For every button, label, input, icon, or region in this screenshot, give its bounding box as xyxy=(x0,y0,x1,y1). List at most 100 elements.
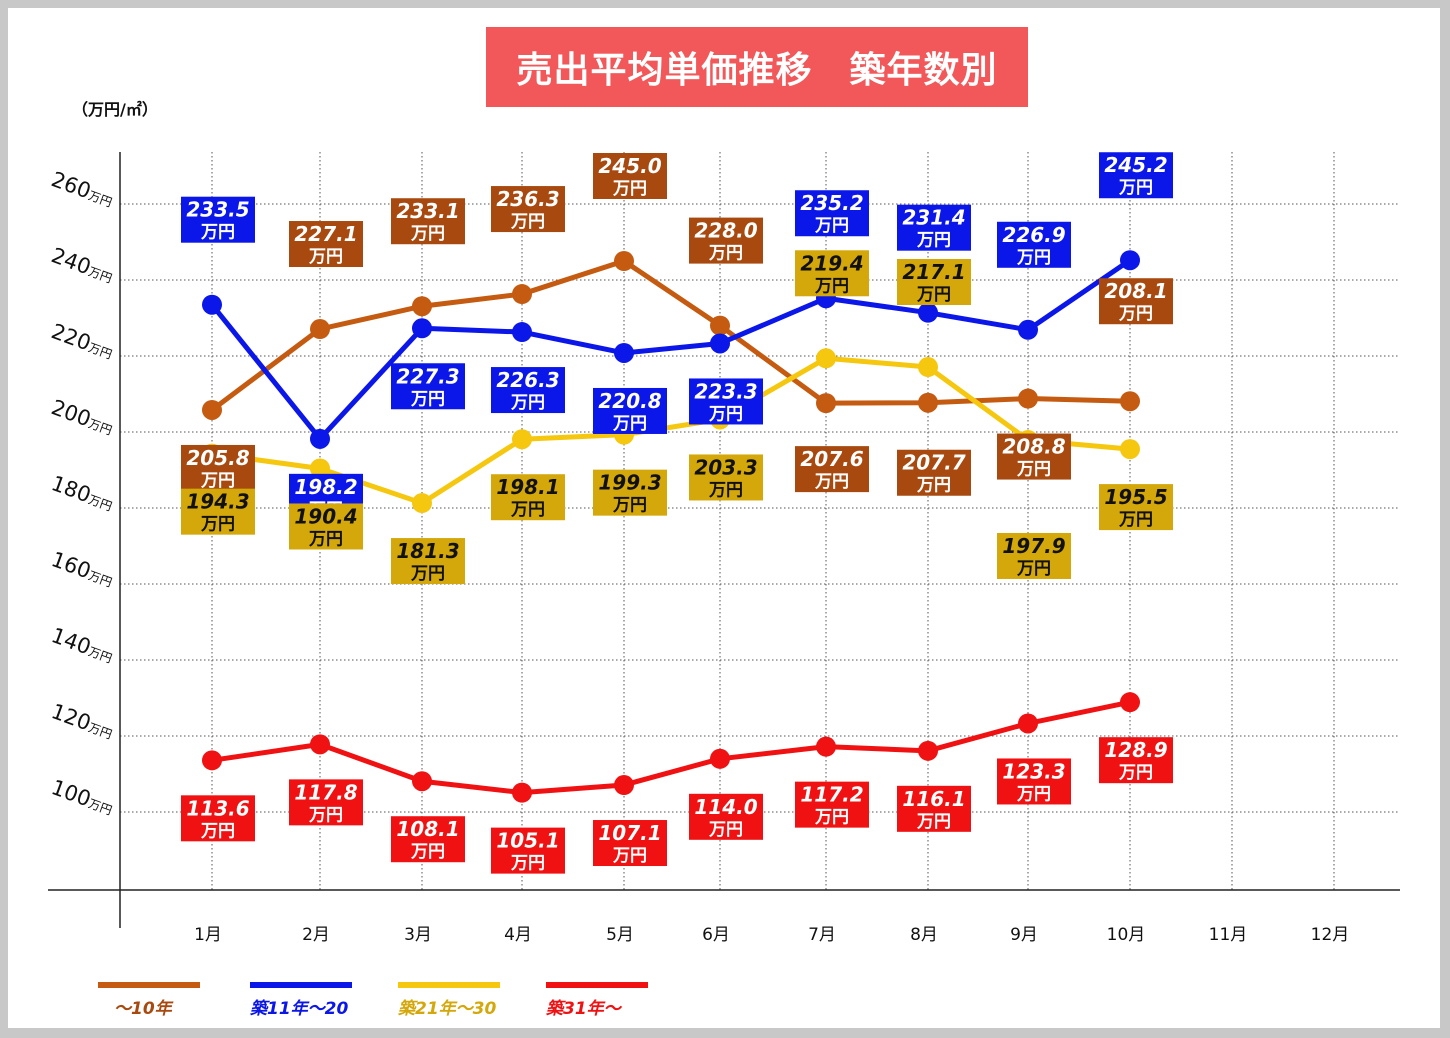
legend-swatch xyxy=(98,982,200,988)
svg-text:113.6: 113.6 xyxy=(186,796,249,820)
y-tick-label: 180万円 xyxy=(48,471,116,515)
series-line xyxy=(210,258,1131,412)
data-label: 181.3万円 xyxy=(391,538,465,585)
x-tick-label: 12月 xyxy=(1311,925,1350,945)
data-label: 123.3万円 xyxy=(997,758,1071,805)
svg-text:万円: 万円 xyxy=(410,842,445,862)
data-point xyxy=(710,748,730,769)
svg-text:226.9: 226.9 xyxy=(1002,223,1065,247)
data-point xyxy=(918,357,938,378)
data-point xyxy=(202,399,222,420)
chart-title-box: 売出平均単価推移 築年数別 xyxy=(486,27,1028,107)
svg-text:万円: 万円 xyxy=(612,414,647,434)
data-label: 198.1万円 xyxy=(491,474,565,521)
svg-text:万円: 万円 xyxy=(308,247,343,267)
data-point xyxy=(310,458,330,479)
data-point xyxy=(512,322,532,343)
svg-text:万円: 万円 xyxy=(1118,763,1153,783)
svg-text:万円: 万円 xyxy=(612,846,647,866)
svg-text:万円: 万円 xyxy=(814,808,849,828)
svg-text:203.3: 203.3 xyxy=(694,455,757,479)
x-tick-label: 10月 xyxy=(1107,925,1146,945)
x-tick-label: 1月 xyxy=(194,925,222,945)
legend-item: 築11年～20 xyxy=(250,982,352,1019)
svg-text:245.0: 245.0 xyxy=(598,154,661,178)
data-point xyxy=(614,342,634,363)
svg-text:万円: 万円 xyxy=(410,389,445,409)
x-tick-label: 3月 xyxy=(404,925,432,945)
data-label: 226.9万円 xyxy=(997,221,1071,268)
svg-text:万円: 万円 xyxy=(510,500,545,520)
svg-text:231.4: 231.4 xyxy=(902,206,965,230)
data-point xyxy=(412,318,432,339)
svg-text:万円: 万円 xyxy=(916,476,951,496)
svg-text:万円: 万円 xyxy=(1016,784,1051,804)
data-point xyxy=(1120,439,1140,460)
y-tick-label: 120万円 xyxy=(48,699,116,743)
data-point xyxy=(512,429,532,450)
data-point xyxy=(512,284,532,305)
data-label: 113.6万円 xyxy=(181,795,255,842)
svg-text:万円: 万円 xyxy=(916,285,951,305)
svg-text:万円: 万円 xyxy=(708,480,743,500)
svg-text:195.5: 195.5 xyxy=(1104,485,1167,509)
data-point xyxy=(310,428,330,449)
data-point xyxy=(1018,388,1038,409)
data-label: 207.6万円 xyxy=(795,446,869,493)
svg-text:万円: 万円 xyxy=(200,223,235,243)
y-tick-label: 220万円 xyxy=(48,319,116,363)
data-point xyxy=(614,775,634,796)
series-line xyxy=(210,258,1132,442)
data-point xyxy=(1018,319,1038,340)
data-label: 128.9万円 xyxy=(1099,737,1173,784)
x-tick-label: 6月 xyxy=(702,925,730,945)
data-point xyxy=(412,296,432,317)
data-label: 105.1万円 xyxy=(491,827,565,874)
data-point xyxy=(918,740,938,761)
data-point xyxy=(1120,250,1140,271)
svg-text:198.2: 198.2 xyxy=(294,475,357,499)
data-label: 245.0万円 xyxy=(593,153,667,199)
data-point xyxy=(918,392,938,413)
legend-item: 築31年～ xyxy=(546,982,648,1019)
data-point xyxy=(412,493,432,514)
data-label: 220.8万円 xyxy=(593,387,667,434)
data-point xyxy=(310,319,330,340)
data-label: 190.4万円 xyxy=(289,503,363,550)
svg-text:万円: 万円 xyxy=(510,212,545,232)
svg-text:万円: 万円 xyxy=(708,244,743,264)
svg-text:万円: 万円 xyxy=(410,224,445,244)
data-point xyxy=(816,393,836,414)
svg-text:227.1: 227.1 xyxy=(294,222,357,246)
x-tick-label: 5月 xyxy=(606,925,634,945)
data-point xyxy=(1120,692,1140,713)
svg-text:233.5: 233.5 xyxy=(186,198,249,222)
data-point xyxy=(816,348,836,369)
svg-text:万円: 万円 xyxy=(410,564,445,584)
svg-text:207.6: 207.6 xyxy=(800,447,863,471)
legend-item: ～10年 xyxy=(98,982,200,1019)
svg-text:万円: 万円 xyxy=(916,812,951,832)
data-label: 235.2万円 xyxy=(795,190,869,237)
svg-text:105.1: 105.1 xyxy=(496,829,559,853)
svg-text:198.1: 198.1 xyxy=(496,475,559,499)
svg-text:190.4: 190.4 xyxy=(294,504,357,528)
data-point xyxy=(918,302,938,323)
x-tick-label: 11月 xyxy=(1209,925,1248,945)
legend-label: 築11年～20 xyxy=(250,999,349,1019)
series-line xyxy=(211,355,1131,506)
data-point xyxy=(710,333,730,354)
svg-text:万円: 万円 xyxy=(308,529,343,549)
x-tick-label: 7月 xyxy=(808,925,836,945)
svg-text:万円: 万円 xyxy=(708,820,743,840)
svg-text:万円: 万円 xyxy=(612,496,647,516)
svg-text:万円: 万円 xyxy=(200,471,235,491)
svg-text:108.1: 108.1 xyxy=(396,817,459,841)
data-label: 208.8万円 xyxy=(997,433,1071,480)
svg-text:万円: 万円 xyxy=(1118,304,1153,324)
data-label: 231.4万円 xyxy=(897,204,971,251)
svg-text:226.3: 226.3 xyxy=(496,368,559,392)
svg-text:245.2: 245.2 xyxy=(1104,153,1167,177)
data-label: 203.3万円 xyxy=(689,454,763,501)
svg-text:220.8: 220.8 xyxy=(598,389,661,413)
